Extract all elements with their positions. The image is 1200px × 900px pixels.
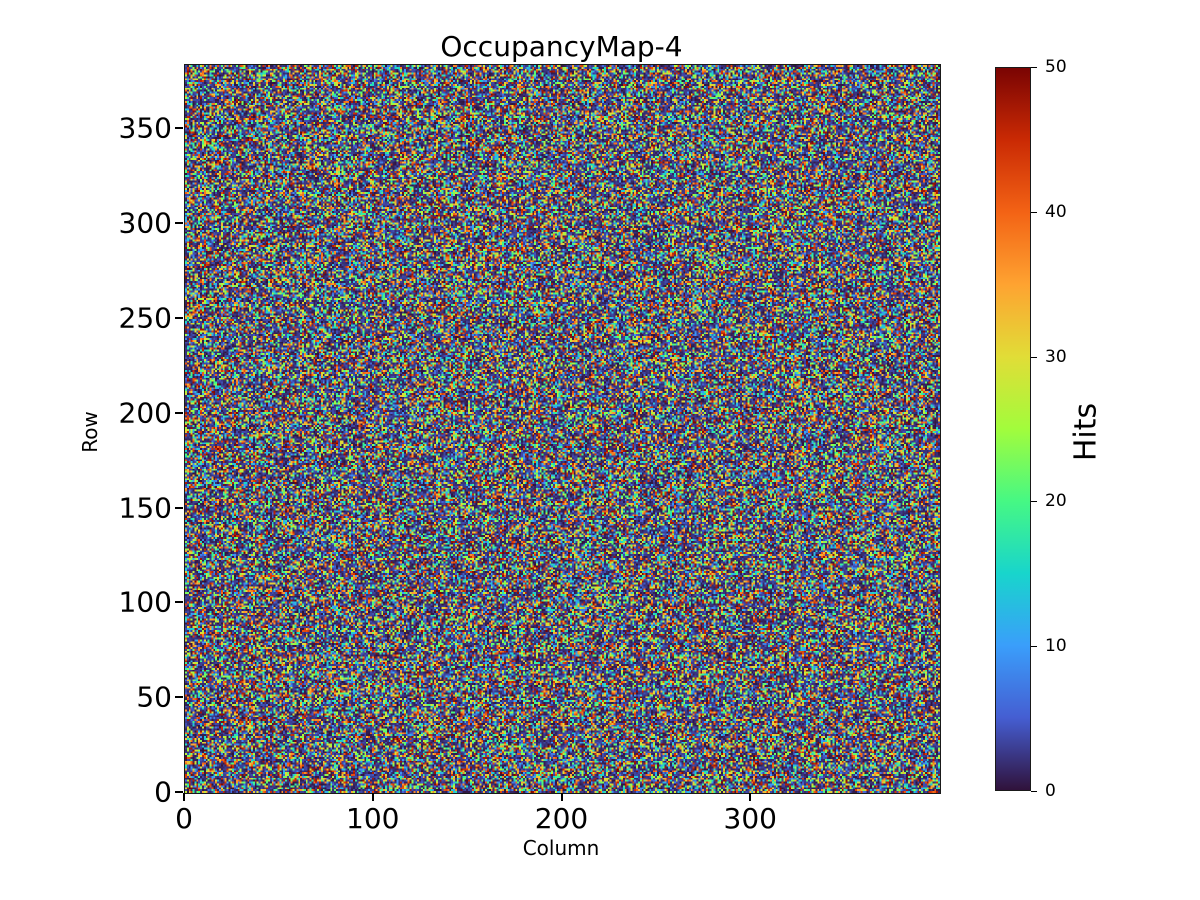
- y-tick-label: 150: [118, 491, 172, 525]
- y-tick-label: 250: [118, 301, 172, 335]
- colorbar-tick-label: 40: [1045, 201, 1067, 222]
- colorbar-tick-mark: [1031, 501, 1037, 503]
- colorbar-tick-label: 20: [1045, 491, 1067, 512]
- colorbar-tick-mark: [1031, 211, 1037, 213]
- chart-title: OccupancyMap-4: [440, 30, 683, 63]
- x-tick-mark: [371, 793, 374, 801]
- colorbar-tick-label: 30: [1045, 346, 1067, 367]
- y-tick-mark: [175, 791, 183, 793]
- y-tick-mark: [175, 222, 183, 225]
- x-tick-mark: [749, 793, 752, 801]
- x-tick-mark: [183, 793, 185, 801]
- colorbar-tick-mark: [1031, 67, 1037, 68]
- x-tick-label: 0: [175, 802, 193, 835]
- y-tick-mark: [175, 601, 183, 604]
- y-tick-mark: [175, 411, 183, 414]
- colorbar-tick-label: 10: [1045, 636, 1067, 657]
- y-tick-label: 300: [118, 206, 172, 240]
- y-tick-mark: [175, 317, 183, 320]
- y-tick-label: 200: [118, 396, 172, 430]
- colorbar: [995, 67, 1031, 791]
- x-tick-label: 300: [723, 802, 777, 835]
- colorbar-tick-mark: [1031, 356, 1037, 358]
- x-tick-label: 200: [534, 802, 589, 835]
- y-tick-label: 350: [118, 111, 172, 145]
- y-axis-label: Row: [78, 411, 102, 453]
- y-tick-mark: [175, 127, 183, 130]
- y-tick-label: 0: [154, 775, 172, 809]
- colorbar-label: Hits: [1068, 402, 1104, 462]
- y-tick-mark: [175, 696, 183, 699]
- heatmap-plot: [184, 64, 941, 794]
- colorbar-tick-mark: [1031, 646, 1037, 648]
- heatmap-canvas: [185, 65, 940, 793]
- x-tick-label: 100: [346, 802, 400, 835]
- y-tick-label: 50: [136, 680, 172, 714]
- colorbar-tick-label: 0: [1045, 781, 1056, 801]
- colorbar-tick-label: 50: [1045, 57, 1067, 77]
- x-axis-label: Column: [522, 836, 600, 860]
- y-tick-label: 100: [118, 585, 172, 619]
- y-tick-mark: [175, 506, 183, 509]
- x-tick-mark: [560, 793, 563, 801]
- colorbar-tick-mark: [1031, 791, 1037, 792]
